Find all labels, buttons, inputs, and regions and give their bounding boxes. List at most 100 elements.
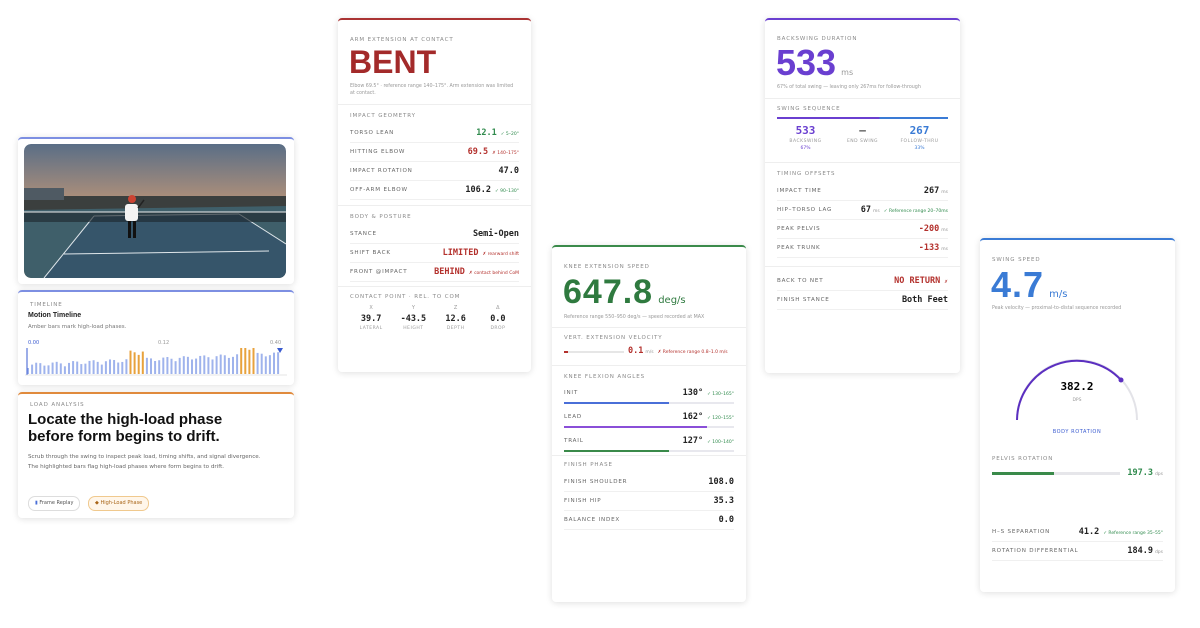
metric-label: BALANCE INDEX (564, 517, 621, 523)
timeline-bar (203, 355, 206, 374)
timeline-bar (92, 360, 95, 374)
timeline-bar (76, 361, 79, 374)
timeline-bar (236, 354, 239, 374)
metric-unit: ms (941, 228, 948, 233)
time-marker: 0.40 (270, 340, 282, 346)
gauge-label: BODY ROTATION (1053, 429, 1102, 435)
metric-note: ✓ Reference range 35–55° (1103, 531, 1163, 536)
pelvis-track (992, 472, 1120, 475)
timeline-bar (100, 364, 103, 374)
contact-point: Z 12.6 DEPTH (435, 305, 477, 335)
contact-point: Y -43.5 HEIGHT (392, 305, 434, 335)
gauge-value: 382.2 (1060, 380, 1093, 393)
metric-value: 35.3 (713, 496, 734, 506)
metric-value: 127° (682, 436, 704, 446)
metric-value-group: 197.3 dps (1127, 468, 1163, 478)
button[interactable]: ▮ Frame Replay (28, 496, 81, 511)
video-frame[interactable] (24, 144, 286, 278)
metric-note: ✗ rearward shift (482, 252, 519, 257)
metric-label: TORSO LEAN (350, 130, 395, 136)
timeline-bar (31, 364, 34, 374)
divider (765, 266, 960, 267)
headline-value: 4.7 (991, 264, 1045, 305)
button[interactable]: ◆ High-Load Phase (88, 496, 150, 511)
metric-value-group: 0.1 m/s ✗ Reference range 0.8–1.0 m/s (628, 346, 728, 356)
metric-note: ✓ 90–130° (494, 189, 519, 194)
timeline-bars[interactable] (25, 348, 287, 378)
metric-note: ✗ (944, 280, 948, 285)
timeline-bar (215, 356, 218, 374)
contact-axis: X (369, 305, 373, 311)
card-subtitle: Amber bars mark high-load phases. (28, 324, 127, 330)
metric-value-group: 67 ms ✓ Reference range 20–70ms (861, 205, 948, 215)
flexion-bar (564, 426, 734, 428)
section-title: SWING SEQUENCE (777, 106, 841, 112)
contact-value: 0.0 (490, 314, 506, 324)
contact-axis: Δ (496, 305, 500, 311)
timeline-bar (199, 355, 202, 374)
metric-value: -133 (918, 243, 940, 253)
metric-value: 67 (860, 205, 872, 215)
timeline-bar (104, 361, 107, 374)
headline-group: 533 ms (776, 42, 853, 84)
load-card: LOAD ANALYSIS Locate the high-load phase… (18, 392, 294, 518)
metric-unit: dps (1154, 472, 1163, 477)
metric-unit: dps (1154, 550, 1163, 555)
metric-label: OFF-ARM ELBOW (350, 187, 408, 193)
metric-row: LEAD 162° ✓ 120–155° (564, 405, 734, 429)
metric-value-group: 0.0 (719, 515, 734, 525)
metric-note: ✓ 120–155° (707, 416, 734, 421)
metric-unit: ms (873, 209, 880, 214)
metric-row: PEAK TRUNK -133 ms (777, 239, 948, 258)
gauge-unit: DPS (1072, 397, 1081, 403)
timeline-bar (166, 357, 169, 374)
metric-row: FINISH SHOULDER 108.0 (564, 473, 734, 492)
flexion-bar (564, 450, 734, 452)
metric-value: 184.9 (1127, 546, 1153, 556)
divider (552, 365, 746, 366)
metric-label: FINISH HIP (564, 498, 602, 504)
arm-card: ARM EXTENSION AT CONTACT BENT Elbow 69.5… (338, 18, 531, 372)
metric-value: 108.0 (708, 477, 734, 487)
timeline-bar (68, 362, 70, 374)
timeline-bar (55, 361, 58, 374)
rotation-gauge: 382.2 DPS BODY ROTATION (1016, 359, 1138, 435)
section-title: IMPACT GEOMETRY (350, 113, 416, 119)
card-label: LOAD ANALYSIS (30, 402, 85, 408)
metric-row: BALANCE INDEX 0.0 (564, 511, 734, 530)
metric-unit: m/s (645, 350, 654, 355)
timeline-bar (232, 356, 234, 374)
high-load-bar (141, 351, 144, 374)
metric-note: ✓ 100–140° (707, 440, 734, 445)
metric-value: 0.1 (628, 346, 644, 356)
divider (552, 455, 746, 456)
metric-note: ✗ Reference range 0.8–1.0 m/s (657, 350, 728, 355)
sequence-label: BACKSWING (789, 139, 822, 144)
timeline-bar (182, 356, 185, 374)
gauge-dot (1118, 377, 1124, 383)
flexion-bar-fill (564, 450, 670, 452)
metric-label: PEAK PELVIS (777, 226, 821, 232)
headline-group: 4.7 m/s (991, 264, 1067, 306)
metric-value-group: NO RETURN ✗ (894, 276, 948, 286)
sequence-value: 533 (795, 124, 816, 137)
description: Reference range 550–950 deg/s — speed re… (564, 315, 705, 320)
timeline-bar (264, 356, 267, 374)
divider (338, 286, 531, 287)
metric-value: 0.0 (718, 515, 734, 525)
metric-row: OFF-ARM ELBOW 106.2 ✓ 90–130° (350, 181, 519, 200)
card-label: ARM EXTENSION AT CONTACT (350, 37, 454, 43)
metric-row: HITTING ELBOW 69.5 ✗ 140–175° (350, 143, 519, 162)
contact-label: DROP (490, 326, 506, 331)
metric-label: IMPACT TIME (777, 188, 822, 194)
metric-value: -200 (918, 224, 940, 234)
metric-value: 12.1 (476, 128, 497, 138)
timeline-bar (260, 353, 263, 374)
high-load-bar (137, 354, 140, 374)
sequence-pct: 33% (914, 146, 925, 151)
metric-label: ROTATION DIFFERENTIAL (992, 548, 1079, 554)
metric-label: H–S SEPARATION (992, 529, 1051, 535)
timeline-bar (109, 359, 111, 374)
metric-row: TRAIL 127° ✓ 100–140° (564, 429, 734, 453)
timeline-bar (211, 359, 214, 374)
